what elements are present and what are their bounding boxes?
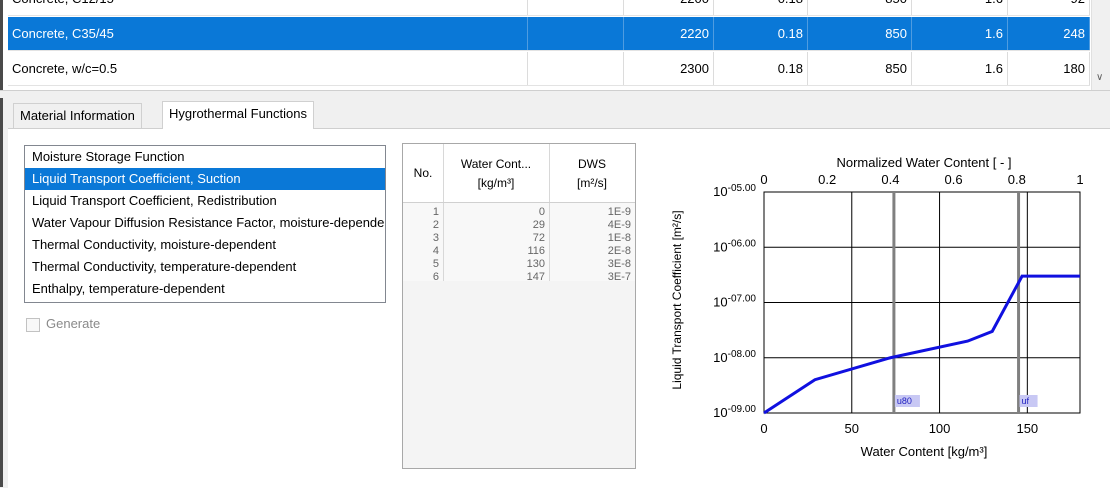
- y-tick-label: 10-09.00: [713, 404, 756, 420]
- table-row[interactable]: Concrete, C35/45 2220 0.18 850 1.6 248: [8, 17, 1090, 51]
- list-item[interactable]: Thermal Conductivity, temperature-depend…: [32, 259, 297, 274]
- porosity-cell: 0.18: [714, 17, 808, 50]
- grid-rows: [403, 203, 635, 281]
- grid-cell-no[interactable]: 6: [432, 271, 439, 283]
- conductivity-cell: 1.6: [912, 0, 1008, 15]
- grid-cell-no[interactable]: 3: [432, 232, 439, 244]
- heat-capacity-cell: 850: [808, 17, 912, 50]
- heat-capacity-cell: 850: [808, 52, 912, 85]
- x-tick-label: 0: [760, 421, 767, 436]
- grid-cell-wc[interactable]: 0: [538, 206, 545, 218]
- material-name: Concrete, C12/15: [8, 0, 528, 15]
- grid-cell-wc[interactable]: 116: [527, 245, 545, 257]
- column-header-dws-unit: [m²/s]: [577, 176, 607, 190]
- top-tick-label: 0.8: [1008, 172, 1026, 187]
- grid-cell-dws[interactable]: 1E-9: [607, 206, 631, 218]
- grid-cell-wc[interactable]: 147: [526, 271, 545, 283]
- grid-cell-no[interactable]: 5: [432, 258, 439, 270]
- conductivity-cell: 1.6: [912, 52, 1008, 85]
- marker-label-bg: [894, 395, 920, 407]
- chart-title: Normalized Water Content [ - ]: [836, 155, 1011, 170]
- y-tick-label: 10-05.00: [713, 183, 756, 199]
- y-tick-label: 10-06.00: [713, 238, 756, 254]
- grid-cell-dws[interactable]: 3E-7: [607, 271, 631, 283]
- grid-cell-wc[interactable]: 29: [532, 219, 545, 231]
- liquid-transport-chart: Normalized Water Content [ - ] Water Con…: [670, 155, 1084, 459]
- x-tick-label: 100: [929, 421, 951, 436]
- tab-material-information[interactable]: Material Information: [13, 103, 142, 128]
- column-header-water-content[interactable]: Water Cont...: [460, 157, 532, 171]
- top-tick-label: 0: [760, 172, 767, 187]
- top-tick-label: 1: [1076, 172, 1083, 187]
- y-tick-label: 10-08.00: [713, 349, 756, 365]
- porosity-cell: 0.18: [714, 0, 808, 15]
- column-header-dws[interactable]: DWS: [578, 157, 606, 171]
- function-list[interactable]: Moisture Storage Function Liquid Transpo…: [24, 145, 386, 303]
- marker-label: u80: [897, 396, 912, 406]
- conductivity-cell: 1.6: [912, 17, 1008, 50]
- table-row[interactable]: Concrete, w/c=0.5 2300 0.18 850 1.6 180: [8, 52, 1090, 86]
- density-cell: 2220: [624, 17, 714, 50]
- list-item[interactable]: Liquid Transport Coefficient, Suction: [25, 168, 385, 190]
- generate-checkbox[interactable]: [26, 318, 40, 332]
- y-axis-label: Liquid Transport Coefficient [m²/s]: [670, 210, 684, 389]
- grid-cell-no[interactable]: 1: [432, 206, 439, 218]
- splitter[interactable]: [0, 90, 1110, 98]
- grid-cell-dws[interactable]: 2E-8: [607, 245, 631, 257]
- grid-cell-no[interactable]: 4: [432, 245, 439, 257]
- top-tick-label: 0.2: [818, 172, 836, 187]
- x-tick-label: 150: [1016, 421, 1038, 436]
- grid-cell-wc[interactable]: 72: [532, 232, 545, 244]
- grid-cell-wc[interactable]: 130: [526, 258, 545, 270]
- materials-table-left-border: [0, 0, 3, 487]
- porosity-cell: 0.18: [714, 52, 808, 85]
- mu-cell: 248: [1008, 17, 1090, 50]
- top-tick-label: 0.6: [945, 172, 963, 187]
- top-tick-label: 0.4: [881, 172, 899, 187]
- tab-hygrothermal-functions[interactable]: Hygrothermal Functions: [162, 101, 314, 129]
- heat-capacity-cell: 850: [808, 0, 912, 15]
- list-item[interactable]: Enthalpy, temperature-dependent: [32, 281, 225, 296]
- grid-cell-dws[interactable]: 4E-9: [607, 219, 631, 231]
- list-item[interactable]: Liquid Transport Coefficient, Redistribu…: [32, 193, 277, 208]
- column-header-no[interactable]: No.: [413, 166, 433, 180]
- x-axis-label: Water Content [kg/m³]: [861, 444, 988, 459]
- y-tick-label: 10-07.00: [713, 294, 756, 310]
- x-tick-label: 50: [845, 421, 859, 436]
- list-item[interactable]: Water Vapour Diffusion Resistance Factor…: [32, 215, 386, 230]
- mu-cell: 180: [1008, 52, 1090, 85]
- grid-cell-dws[interactable]: 1E-8: [607, 232, 631, 244]
- list-item[interactable]: Moisture Storage Function: [32, 149, 185, 164]
- grid-header: [403, 144, 635, 202]
- plot-area: 0 50 100 150 10-05.00 10-06.00 10-07.00 10-08.0…: [713, 172, 1083, 436]
- grid-cell-dws[interactable]: 3E-8: [607, 258, 631, 270]
- mu-cell: 92: [1008, 0, 1090, 15]
- marker-label: uf: [1022, 396, 1030, 406]
- chevron-down-icon[interactable]: ∨: [1096, 72, 1104, 83]
- list-item[interactable]: Thermal Conductivity, moisture-dependent: [32, 237, 276, 252]
- column-header-water-content-unit: [kg/m³]: [477, 176, 515, 190]
- function-data-grid[interactable]: No. Water Cont... [kg/m³] DWS [m²/s] 1 0…: [402, 143, 636, 469]
- material-name: Concrete, w/c=0.5: [8, 52, 528, 85]
- generate-label: Generate: [46, 316, 101, 331]
- material-name: Concrete, C35/45: [8, 17, 528, 50]
- grid-cell-no[interactable]: 2: [432, 219, 439, 231]
- materials-scrollbar[interactable]: ∨: [1091, 0, 1110, 90]
- series-line: [763, 274, 1080, 415]
- density-cell: 2300: [624, 52, 714, 85]
- marker-label-bg: [1019, 395, 1038, 407]
